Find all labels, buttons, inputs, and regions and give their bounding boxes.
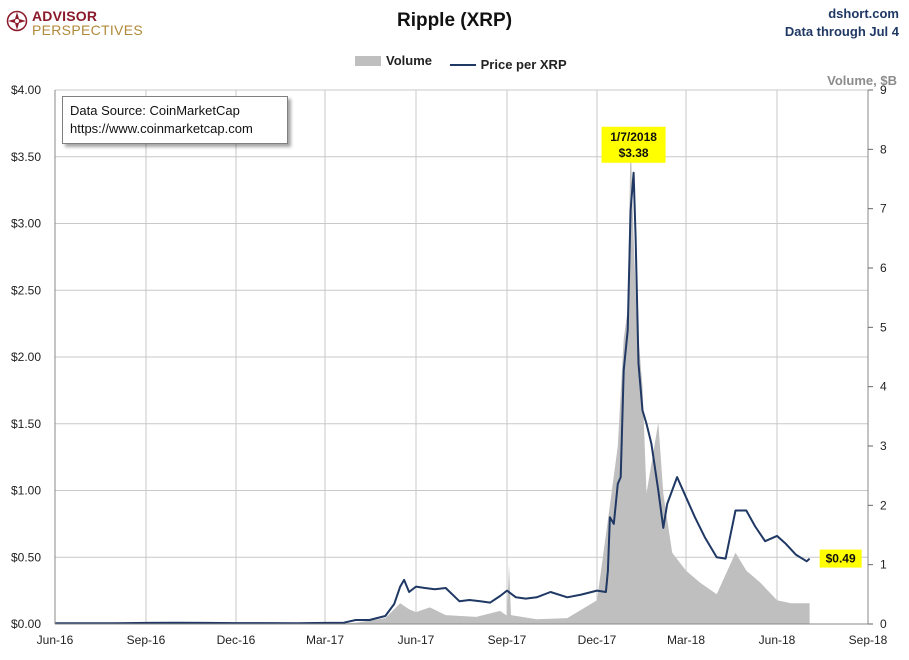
peak-callout-box <box>601 126 666 163</box>
legend-item-price: Price per XRP <box>449 57 567 72</box>
y-tick-label: $0.50 <box>11 550 41 564</box>
y-tick-label: $2.50 <box>11 283 41 297</box>
y2-tick-label: 4 <box>880 380 887 394</box>
y2-tick-label: 7 <box>880 202 887 216</box>
x-tick-label: Dec-16 <box>217 633 256 647</box>
y2-tick-label: 1 <box>880 558 887 572</box>
right-axis-label: Volume, $B <box>827 73 897 88</box>
peak-callout-date: 1/7/2018 <box>610 130 657 144</box>
y2-tick-label: 5 <box>880 320 887 334</box>
last-value-box <box>819 549 862 568</box>
volume-area <box>55 137 810 624</box>
legend-swatch-price <box>449 63 476 66</box>
y2-tick-label: 9 <box>880 83 887 97</box>
data-source-label: Data Source: CoinMarketCap <box>70 103 240 118</box>
x-tick-label: Mar-18 <box>667 633 705 647</box>
x-tick-label: Sep-18 <box>849 633 888 647</box>
y-tick-label: $0.00 <box>11 617 41 631</box>
x-tick-label: Jun-16 <box>37 633 74 647</box>
volume-layer <box>55 137 810 624</box>
gridlines <box>54 89 869 625</box>
axes <box>54 90 869 625</box>
y2-tick-label: 0 <box>880 617 887 631</box>
y-tick-label: $3.00 <box>11 217 41 231</box>
y-tick-label: $4.00 <box>11 83 41 97</box>
x-tick-label: Jun-17 <box>398 633 435 647</box>
logo-line2: PERSPECTIVES <box>32 22 143 38</box>
legend-swatch-volume <box>355 55 381 66</box>
y-axis-ticks-left: $0.00 $0.50 $1.00 $1.50 $2.00 $2.50 $3.00 $3.50… <box>11 83 41 631</box>
logo: ADVISOR PERSPECTIVES <box>4 6 144 38</box>
y2-tick-label: 3 <box>880 439 887 453</box>
x-tick-label: Sep-17 <box>488 633 527 647</box>
price-line <box>55 171 811 625</box>
price-layer <box>55 171 811 625</box>
data-source-url: https://www.coinmarketcap.com <box>70 121 253 136</box>
y-axis-ticks-right: 0 1 2 3 4 5 6 7 8 9 <box>868 83 887 631</box>
annotations: 1/7/2018 $3.38 $0.49 <box>601 126 862 568</box>
y2-tick-label: 6 <box>880 261 887 275</box>
legend-item-volume: Volume <box>355 53 432 68</box>
source-site: dshort.com <box>828 6 899 21</box>
y-tick-label: $3.50 <box>11 150 41 164</box>
y2-tick-label: 2 <box>880 498 887 512</box>
data-source-box: Data Source: CoinMarketCap https://www.c… <box>62 96 288 144</box>
legend-label-price: Price per XRP <box>480 57 567 72</box>
last-value-label: $0.49 <box>826 552 856 566</box>
x-axis-ticks: Jun-16 Sep-16 Dec-16 Mar-17 Jun-17 Sep-17 Dec-… <box>37 633 888 647</box>
data-date-note: Data through Jul 4 <box>784 24 899 39</box>
y2-tick-label: 8 <box>880 142 887 156</box>
logo-line1: ADVISOR <box>32 8 98 24</box>
legend-label-volume: Volume <box>386 53 432 68</box>
x-tick-label: Dec-17 <box>578 633 617 647</box>
peak-callout-value: $3.38 <box>619 146 649 160</box>
y-tick-label: $1.00 <box>11 484 41 498</box>
chart-title: Ripple (XRP) <box>396 10 513 31</box>
x-tick-label: Mar-17 <box>306 633 344 647</box>
legend: Volume Price per XRP <box>355 53 581 72</box>
y-tick-label: $1.50 <box>11 417 41 431</box>
compass-star-icon <box>6 10 28 32</box>
x-tick-label: Sep-16 <box>127 633 166 647</box>
x-tick-label: Jun-18 <box>759 633 796 647</box>
y-tick-label: $2.00 <box>11 350 41 364</box>
